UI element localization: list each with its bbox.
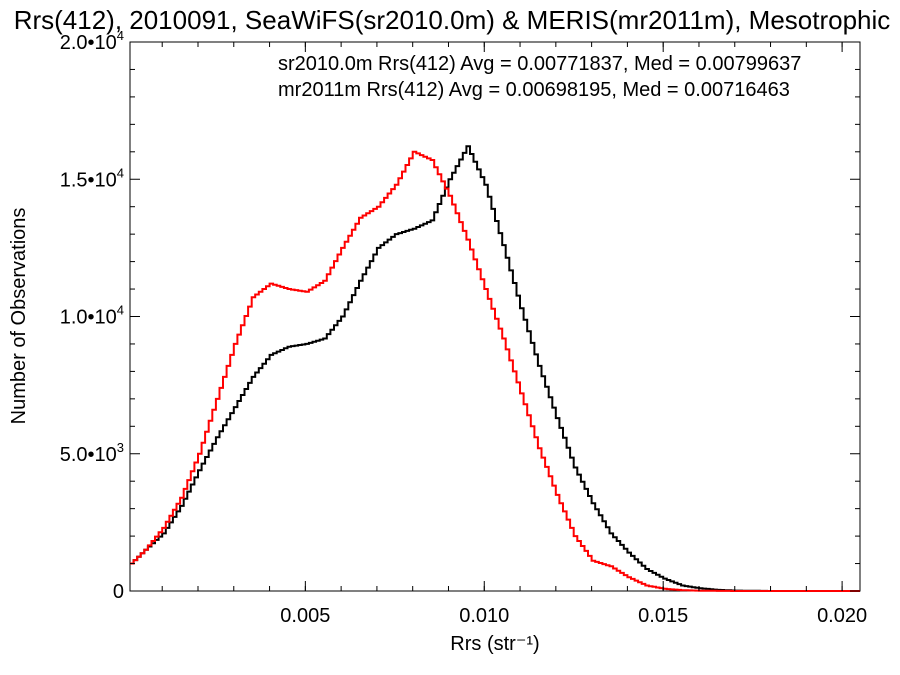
y-tick-label: 1.5•104 — [60, 165, 124, 191]
y-axis: 0 5.0•103 1.0•104 1.5•104 2.0•104 — [60, 28, 860, 603]
x-tick-label: 0.015 — [638, 605, 688, 627]
x-tick-label: 0.005 — [280, 605, 330, 627]
legend-entry-1: mr2011m Rrs(412) Avg = 0.00698195, Med =… — [278, 79, 790, 101]
legend-entry-0: sr2010.0m Rrs(412) Avg = 0.00771837, Med… — [278, 53, 801, 75]
y-tick-label: 2.0•104 — [60, 28, 124, 54]
chart-title: Rrs(412), 2010091, SeaWiFS(sr2010.0m) & … — [14, 5, 891, 35]
series-layer — [130, 145, 860, 592]
y-tick-label: 5.0•103 — [60, 440, 124, 466]
y-tick-label: 1.0•104 — [60, 303, 124, 329]
series-line-0 — [130, 145, 860, 592]
x-axis-label: Rrs (str⁻¹) — [450, 633, 539, 655]
x-axis: 0.005 0.010 0.015 0.020 — [161, 42, 867, 627]
y-axis-label: Number of Observations — [8, 208, 30, 425]
x-tick-label: 0.010 — [459, 605, 509, 627]
y-tick-label: 0 — [113, 581, 124, 603]
legend: sr2010.0m Rrs(412) Avg = 0.00771837, Med… — [278, 53, 801, 101]
series-line-1 — [130, 150, 860, 592]
x-tick-label: 0.020 — [817, 605, 867, 627]
